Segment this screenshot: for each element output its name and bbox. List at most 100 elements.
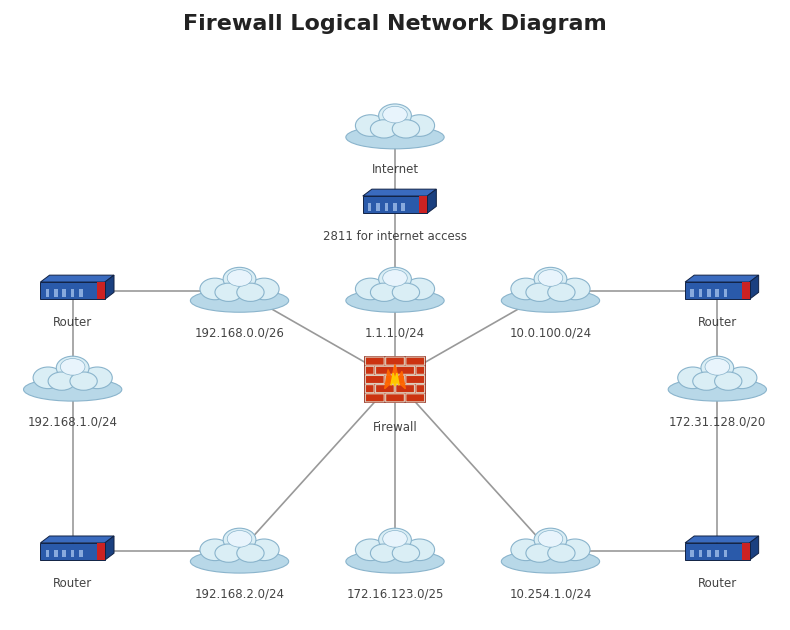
FancyBboxPatch shape [375, 385, 394, 392]
Text: Router: Router [698, 577, 737, 590]
Bar [742, 282, 750, 299]
Bar [46, 550, 49, 558]
FancyBboxPatch shape [406, 357, 424, 365]
Polygon shape [685, 536, 758, 543]
Bar [685, 282, 750, 299]
Bar [419, 196, 427, 213]
Ellipse shape [382, 106, 408, 123]
Polygon shape [363, 189, 436, 196]
Ellipse shape [56, 356, 89, 379]
Ellipse shape [346, 125, 444, 149]
Text: 192.168.0.0/26: 192.168.0.0/26 [194, 326, 284, 339]
Ellipse shape [346, 550, 444, 573]
Ellipse shape [70, 372, 97, 391]
Ellipse shape [393, 283, 419, 301]
Ellipse shape [249, 278, 279, 300]
FancyBboxPatch shape [386, 375, 404, 384]
Ellipse shape [223, 528, 256, 551]
Text: Internet: Internet [371, 163, 419, 176]
Ellipse shape [24, 378, 122, 401]
Polygon shape [750, 275, 758, 299]
Ellipse shape [547, 544, 575, 563]
Text: 10.0.100.0/24: 10.0.100.0/24 [510, 326, 592, 339]
Text: Firewall: Firewall [373, 421, 417, 434]
Ellipse shape [249, 539, 279, 561]
Text: Router: Router [53, 577, 92, 590]
Polygon shape [105, 536, 114, 560]
Bar [742, 543, 750, 560]
Ellipse shape [547, 283, 575, 301]
Ellipse shape [526, 283, 553, 301]
Polygon shape [40, 536, 114, 543]
Text: 172.16.123.0/25: 172.16.123.0/25 [346, 587, 444, 600]
Ellipse shape [404, 115, 435, 136]
Bar [79, 550, 83, 558]
Ellipse shape [701, 356, 734, 379]
FancyBboxPatch shape [366, 394, 384, 402]
Bar [71, 550, 74, 558]
Polygon shape [385, 364, 405, 389]
Text: Router: Router [698, 316, 737, 329]
Ellipse shape [371, 120, 397, 138]
Bar [97, 543, 105, 560]
Ellipse shape [356, 115, 386, 136]
Ellipse shape [356, 539, 386, 561]
FancyBboxPatch shape [366, 366, 374, 374]
FancyBboxPatch shape [386, 394, 404, 402]
Ellipse shape [82, 367, 112, 389]
Ellipse shape [705, 358, 730, 375]
Ellipse shape [223, 267, 256, 290]
Polygon shape [750, 536, 758, 560]
Ellipse shape [511, 539, 541, 561]
Bar [46, 289, 49, 297]
FancyBboxPatch shape [366, 385, 374, 392]
Ellipse shape [346, 289, 444, 312]
Bar [376, 203, 380, 210]
FancyBboxPatch shape [416, 366, 424, 374]
FancyBboxPatch shape [366, 357, 384, 365]
Text: 172.31.128.0/20: 172.31.128.0/20 [668, 415, 766, 428]
Text: 192.168.1.0/24: 192.168.1.0/24 [28, 415, 118, 428]
Ellipse shape [60, 358, 85, 375]
Ellipse shape [511, 278, 541, 300]
Bar [54, 550, 58, 558]
Ellipse shape [200, 539, 230, 561]
Ellipse shape [371, 544, 397, 563]
Bar [79, 289, 83, 297]
Bar [707, 289, 710, 297]
FancyBboxPatch shape [396, 366, 415, 374]
Ellipse shape [378, 267, 412, 290]
Polygon shape [685, 275, 758, 282]
Ellipse shape [228, 530, 252, 547]
Bar [724, 289, 728, 297]
Ellipse shape [393, 120, 419, 138]
Ellipse shape [200, 278, 230, 300]
Bar [685, 543, 750, 560]
Ellipse shape [190, 289, 288, 312]
Bar [707, 550, 710, 558]
Ellipse shape [237, 544, 264, 563]
Ellipse shape [502, 550, 600, 573]
Ellipse shape [215, 283, 243, 301]
Polygon shape [40, 275, 114, 282]
Ellipse shape [190, 550, 288, 573]
Bar [401, 203, 405, 210]
Ellipse shape [534, 528, 567, 551]
Ellipse shape [502, 289, 600, 312]
Ellipse shape [727, 367, 757, 389]
Bar [690, 289, 694, 297]
Polygon shape [391, 373, 399, 386]
Bar [698, 289, 702, 297]
Text: 10.254.1.0/24: 10.254.1.0/24 [510, 587, 592, 600]
Bar [724, 550, 728, 558]
Ellipse shape [237, 283, 264, 301]
Ellipse shape [715, 372, 742, 391]
Ellipse shape [382, 270, 408, 286]
Ellipse shape [228, 270, 252, 286]
Bar [97, 282, 105, 299]
FancyBboxPatch shape [406, 375, 424, 384]
Ellipse shape [48, 372, 75, 391]
Bar [62, 289, 66, 297]
Ellipse shape [404, 539, 435, 561]
Bar [54, 289, 58, 297]
